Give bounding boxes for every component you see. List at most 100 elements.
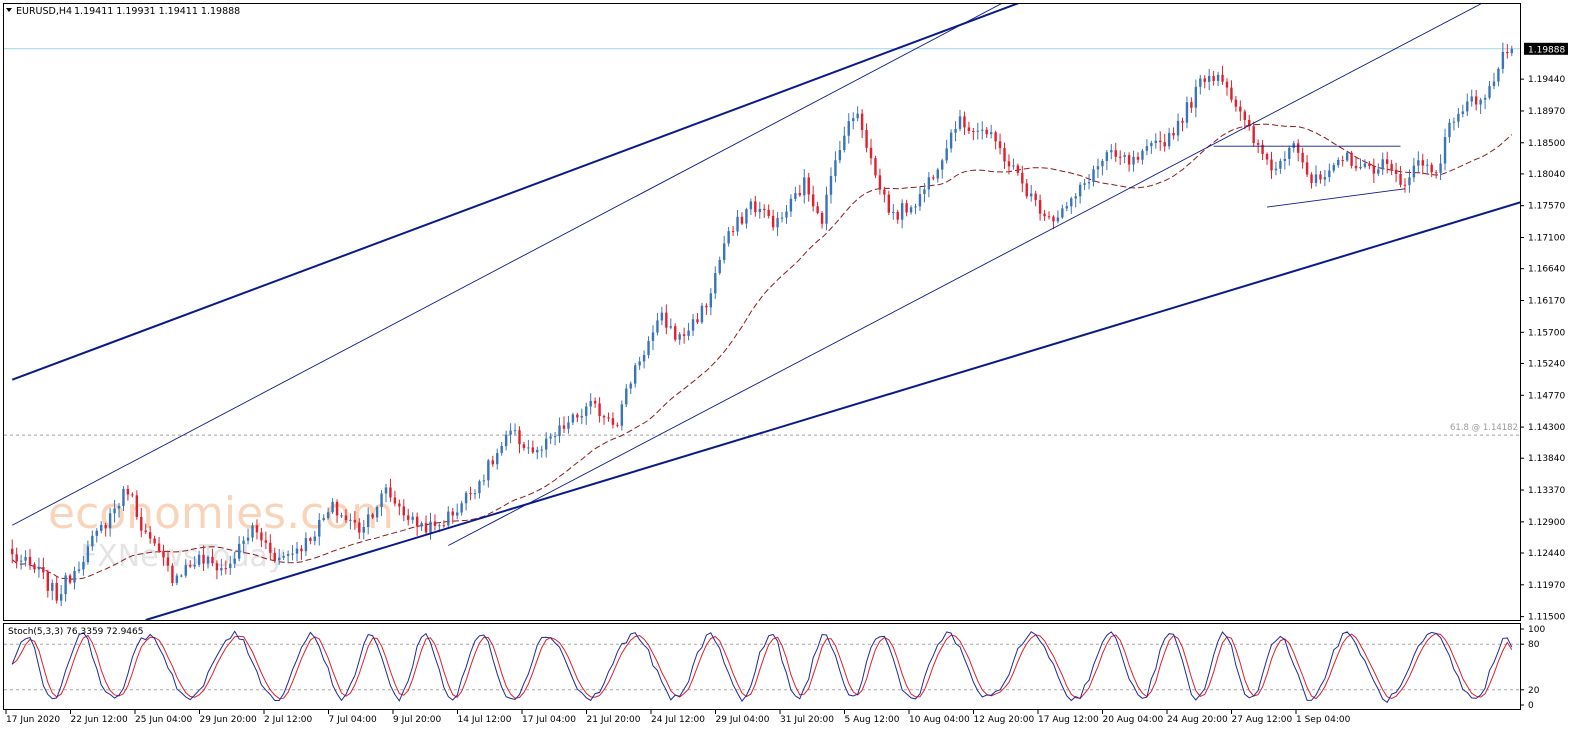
candle-body [1497, 68, 1500, 82]
candle [184, 559, 187, 578]
candle [1203, 75, 1206, 89]
candle-body [59, 594, 63, 601]
candle-body [246, 537, 250, 541]
candle-body [1101, 160, 1104, 167]
candle [585, 402, 588, 425]
candle [865, 123, 868, 153]
candle [260, 527, 263, 548]
candle [358, 518, 361, 539]
time-axis: 17 Jun 2020 22 Jun 12:00 25 Jun 04:00 29 Ju… [5, 710, 1351, 725]
candle-body [807, 177, 810, 195]
candle-body [749, 201, 753, 210]
candle [1279, 158, 1282, 174]
candle-body [389, 487, 392, 498]
candle [500, 441, 503, 456]
candle-body [932, 177, 935, 179]
candle-body [1421, 160, 1424, 166]
candle-body [1181, 120, 1184, 123]
candle [108, 507, 112, 537]
candle-body [131, 494, 134, 496]
candle [491, 455, 494, 467]
candle [531, 440, 535, 454]
candle-body [985, 129, 988, 135]
candle-body [1452, 121, 1456, 123]
stochastic-oscillator: 100 80 20 0 [4, 625, 1545, 711]
candle [278, 549, 281, 565]
candle [73, 566, 76, 590]
candle-body [1092, 169, 1095, 183]
candle-body [1470, 96, 1473, 102]
header-dropdown-icon[interactable] [6, 8, 12, 12]
candle [1003, 142, 1006, 169]
candle [313, 531, 317, 546]
time-tick-label: 17 Aug 12:00 [1038, 715, 1099, 725]
candle-body [1136, 156, 1140, 160]
candle-body [86, 546, 90, 563]
candle-body [611, 418, 615, 425]
candle-body [540, 449, 543, 451]
candle-body [892, 211, 895, 213]
candle [1337, 157, 1340, 168]
candle [1314, 165, 1318, 187]
candle-body [64, 575, 67, 595]
candle [1341, 155, 1344, 167]
candle-body [1194, 86, 1198, 108]
candle-body [994, 132, 997, 142]
candle [224, 560, 228, 575]
candle-body [282, 555, 285, 558]
fib-label: 61.8 @ 1.14182 [1450, 423, 1518, 433]
candle-body [362, 526, 365, 533]
candle [1016, 163, 1020, 176]
candle [295, 541, 299, 562]
candle [1065, 201, 1069, 212]
candle-body [1141, 150, 1144, 160]
candle [1145, 139, 1149, 156]
candle [536, 446, 539, 460]
candle-body [1381, 159, 1384, 170]
candle [780, 211, 784, 223]
candle [602, 414, 606, 425]
candle-body [589, 400, 592, 407]
candle-body [834, 160, 837, 177]
candle [1127, 152, 1131, 172]
candle-body [1070, 198, 1073, 207]
candle-body [905, 203, 908, 213]
candle-body [638, 361, 641, 366]
candle [1265, 152, 1269, 165]
candle [972, 127, 975, 141]
candle-body [585, 406, 588, 416]
candle-body [229, 563, 232, 569]
candle-body [1221, 74, 1224, 82]
candle [380, 489, 383, 517]
candle-body [1474, 96, 1478, 105]
candle-body [1274, 168, 1278, 171]
candle [353, 511, 357, 530]
candle [1399, 166, 1402, 188]
candle [478, 479, 481, 499]
candle [678, 332, 681, 345]
candle-body [278, 557, 281, 561]
candle-body [620, 404, 624, 426]
candle-body [1016, 165, 1020, 173]
candle [598, 397, 601, 423]
candle [469, 486, 472, 501]
price-tick-label: 1.12900 [1528, 518, 1565, 528]
candle [1283, 151, 1287, 170]
candle [411, 512, 414, 524]
candle-body [215, 563, 219, 571]
candle [1181, 117, 1184, 132]
candle-body [211, 556, 214, 564]
candle-body [331, 501, 334, 513]
candle-body [696, 319, 699, 323]
candle [767, 204, 770, 219]
candle [242, 536, 245, 554]
candle-body [433, 521, 437, 526]
candle-body [1025, 183, 1028, 197]
candle-body [580, 415, 583, 418]
candle [1345, 150, 1349, 162]
time-tick-label: 10 Aug 04:00 [909, 715, 970, 725]
candle-body [1190, 102, 1193, 108]
candle-body [358, 522, 361, 533]
candle [1488, 80, 1491, 100]
